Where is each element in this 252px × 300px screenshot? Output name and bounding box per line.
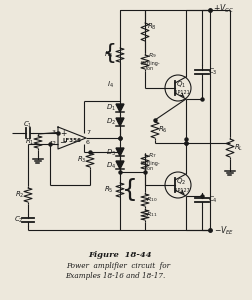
Text: LF356: LF356 (62, 137, 81, 142)
Text: $C_2$: $C_2$ (14, 215, 24, 225)
Text: $Q_2$: $Q_2$ (175, 177, 185, 187)
Text: $D_4$: $D_4$ (106, 161, 116, 171)
Text: $R_2$: $R_2$ (15, 190, 25, 200)
Text: Darling-: Darling- (140, 61, 159, 65)
Text: 3: 3 (52, 130, 56, 135)
Text: $R_L$: $R_L$ (233, 143, 243, 153)
Text: $R_4$: $R_4$ (104, 50, 113, 60)
Text: ton: ton (145, 65, 153, 70)
Text: $R_9$: $R_9$ (147, 52, 156, 60)
Text: Darling-: Darling- (140, 160, 159, 166)
Text: $C_4$: $C_4$ (207, 195, 217, 205)
Text: {: { (102, 43, 115, 63)
Polygon shape (115, 161, 123, 169)
Text: $R_3$: $R_3$ (77, 155, 86, 165)
Text: $R_1$: $R_1$ (25, 137, 35, 147)
Text: $C_3$: $C_3$ (207, 67, 217, 77)
Text: TIP127: TIP127 (172, 188, 189, 193)
Text: $R_7$: $R_7$ (147, 152, 156, 160)
Text: Examples 18-16 and 18-17.: Examples 18-16 and 18-17. (65, 272, 165, 280)
Text: {: { (121, 178, 137, 202)
Text: TIP121: TIP121 (172, 91, 189, 95)
Text: $Q_1$: $Q_1$ (175, 80, 185, 90)
Text: −: − (59, 138, 66, 147)
Text: +: + (59, 129, 66, 138)
Text: ton: ton (145, 166, 153, 170)
Text: $D_1$: $D_1$ (106, 103, 116, 113)
Text: 2: 2 (52, 141, 56, 146)
Text: $R_{11}$: $R_{11}$ (146, 211, 157, 220)
Text: $I_4$: $I_4$ (106, 80, 113, 90)
Polygon shape (115, 104, 123, 112)
Polygon shape (115, 118, 123, 126)
Text: $R_{10}$: $R_{10}$ (146, 196, 157, 205)
Text: $D_3$: $D_3$ (106, 148, 116, 158)
Text: $-V_{EE}$: $-V_{EE}$ (213, 225, 233, 237)
Text: Figure  18-44: Figure 18-44 (88, 251, 151, 259)
Text: $+V_{CC}$: $+V_{CC}$ (213, 3, 234, 15)
Polygon shape (115, 148, 123, 156)
Text: $D_2$: $D_2$ (106, 117, 116, 127)
Text: $C_1$: $C_1$ (23, 119, 33, 130)
Text: $R_5$: $R_5$ (104, 185, 113, 195)
Text: 4: 4 (49, 141, 53, 146)
Text: 6: 6 (86, 140, 89, 146)
Text: 7: 7 (86, 130, 90, 136)
Text: Power  amplifier  circuit  for: Power amplifier circuit for (66, 262, 169, 270)
Text: $R_8$: $R_8$ (147, 22, 156, 32)
Text: $R_6$: $R_6$ (158, 125, 167, 135)
